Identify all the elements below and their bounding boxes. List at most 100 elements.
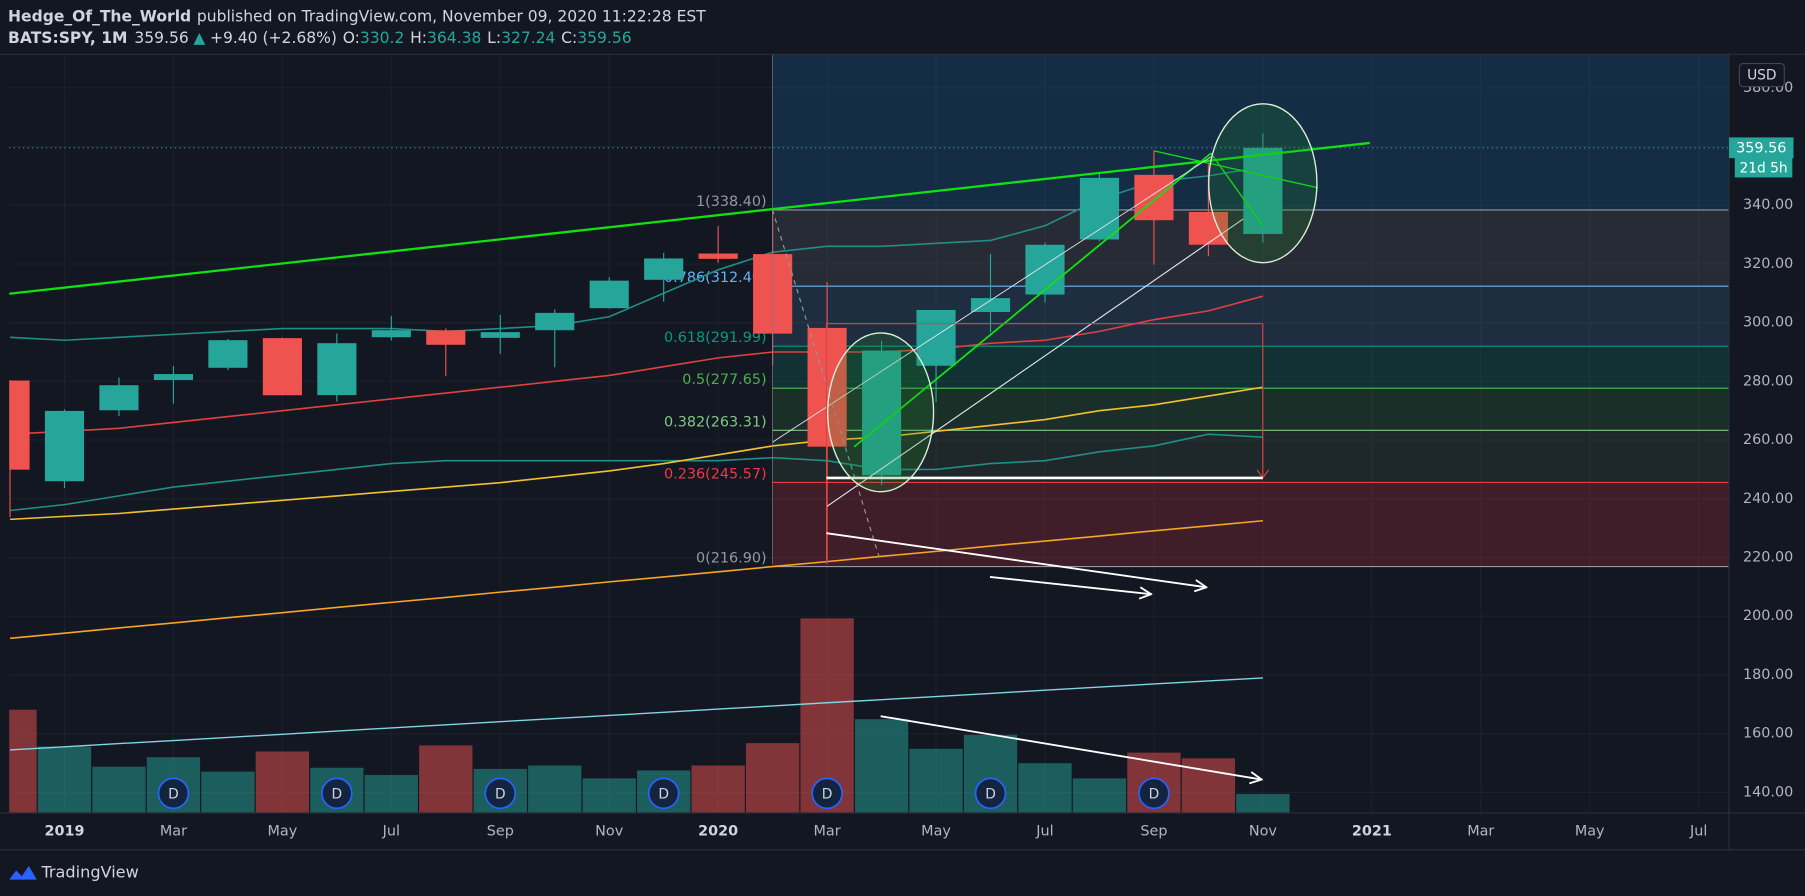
x-tick-label: Mar [1467, 823, 1494, 839]
ohlc-value: 364.38 [427, 29, 481, 47]
candle-body [535, 312, 575, 331]
candle-body [1243, 147, 1283, 234]
fib-label: 0.5(277.65) [682, 372, 766, 388]
highlight-ellipse [826, 332, 935, 493]
range-box [825, 323, 1264, 565]
x-tick-label: Sep [1140, 823, 1167, 839]
candle-body [480, 332, 520, 338]
dividend-label: D [1149, 786, 1160, 802]
volume-bar [528, 765, 582, 813]
dividend-marker [811, 777, 843, 810]
countdown-badge [1734, 157, 1793, 178]
fib-zone [772, 482, 1730, 567]
candle-body [644, 258, 684, 280]
y-tick-label: 160.00 [1743, 726, 1793, 742]
volume-bar [419, 745, 473, 813]
indicator-line [9, 519, 1263, 640]
volume-bar [1072, 778, 1127, 813]
footer-logo [9, 865, 37, 880]
candle-body [9, 380, 30, 470]
fib-label: 0.236(245.57) [664, 466, 767, 482]
volume-bar [1236, 793, 1290, 813]
x-tick-label: May [268, 823, 298, 839]
candle-body [1188, 211, 1228, 245]
drawings [9, 54, 1370, 779]
trend-line [1210, 152, 1264, 227]
currency-badge [1738, 62, 1785, 88]
change: +9.40 (+2.68%) [210, 29, 337, 47]
arrow [880, 715, 1262, 779]
x-tick-label: May [1575, 823, 1605, 839]
volume-ma [9, 677, 1263, 751]
volume-bar [9, 709, 37, 813]
candle-body [262, 338, 302, 396]
fib-retracement: 1(338.40)0.786(312.40)0.618(291.99)0.5(2… [664, 54, 1730, 568]
dividend-label: D [495, 786, 506, 802]
candle-body [698, 253, 738, 259]
dividend-marker [647, 777, 680, 810]
candle-body [970, 298, 1011, 313]
currency: USD [1747, 68, 1776, 84]
dividend-label: D [985, 786, 996, 802]
y-tick-label: 240.00 [1743, 491, 1793, 507]
candle-body [426, 330, 466, 345]
volume-bar [201, 771, 255, 813]
volume-bar [582, 778, 636, 813]
x-tick-label: May [921, 823, 951, 839]
volume-bar [1181, 758, 1236, 813]
volume-bar [92, 766, 146, 813]
candle-body [371, 330, 411, 338]
volume-bar [255, 751, 310, 813]
fib-label: 1(338.40) [696, 194, 767, 210]
dividend-marker [484, 777, 517, 810]
dividend-marker [321, 777, 353, 810]
candle-body [589, 280, 629, 309]
fib-zone [772, 430, 1730, 483]
dividend-label: D [332, 786, 343, 802]
last-price: 359.56 [134, 29, 188, 47]
dividend-label: D [168, 786, 179, 802]
arrow [989, 576, 1151, 594]
indicator-line [9, 166, 1264, 342]
y-tick-label: 340.00 [1743, 197, 1793, 213]
dividend-marker [157, 777, 190, 810]
volume-bar [691, 765, 745, 813]
ohlc-label: O: [343, 29, 360, 47]
axes [0, 53, 1805, 851]
trend-line [772, 156, 1212, 443]
volume-bar [364, 774, 418, 813]
x-tick-label: 2019 [44, 823, 84, 839]
published: published on TradingView.com, November 0… [197, 7, 706, 25]
ohlc-label: H: [410, 29, 427, 47]
y-tick-label: 300.00 [1743, 315, 1793, 331]
ohlc-label: L: [487, 29, 501, 47]
fib-zone [772, 286, 1730, 347]
trend-line [1154, 150, 1319, 189]
change-arrow: ▲ [193, 29, 205, 47]
highlight-ellipse [1208, 103, 1318, 264]
indicator-line [9, 386, 1264, 521]
candle-body [208, 340, 248, 368]
symbol: BATS:SPY, 1M [8, 29, 127, 47]
header-line-1: Hedge_Of_The_World published on TradingVi… [8, 7, 706, 25]
x-tick-label: Nov [1249, 823, 1278, 839]
fib-label: 0.382(263.31) [664, 414, 767, 430]
footer-brand: TradingView [40, 862, 138, 881]
y-tick-label: 180.00 [1743, 667, 1793, 683]
trend-line [826, 218, 1244, 508]
candle-body [99, 385, 139, 411]
candle-body [153, 374, 194, 381]
candle-body [317, 343, 357, 396]
ohlc-value: 359.56 [577, 29, 631, 47]
last-price-tag [1729, 137, 1794, 159]
x-tick-label: Jul [382, 823, 400, 839]
dividend-label: D [658, 786, 669, 802]
x-tick-label: Sep [487, 823, 514, 839]
indicators [9, 166, 1264, 640]
y-tick-label: 220.00 [1743, 550, 1793, 566]
volume-bar [909, 748, 963, 813]
arrow [826, 532, 1207, 587]
y-tick-label: 260.00 [1743, 432, 1793, 448]
